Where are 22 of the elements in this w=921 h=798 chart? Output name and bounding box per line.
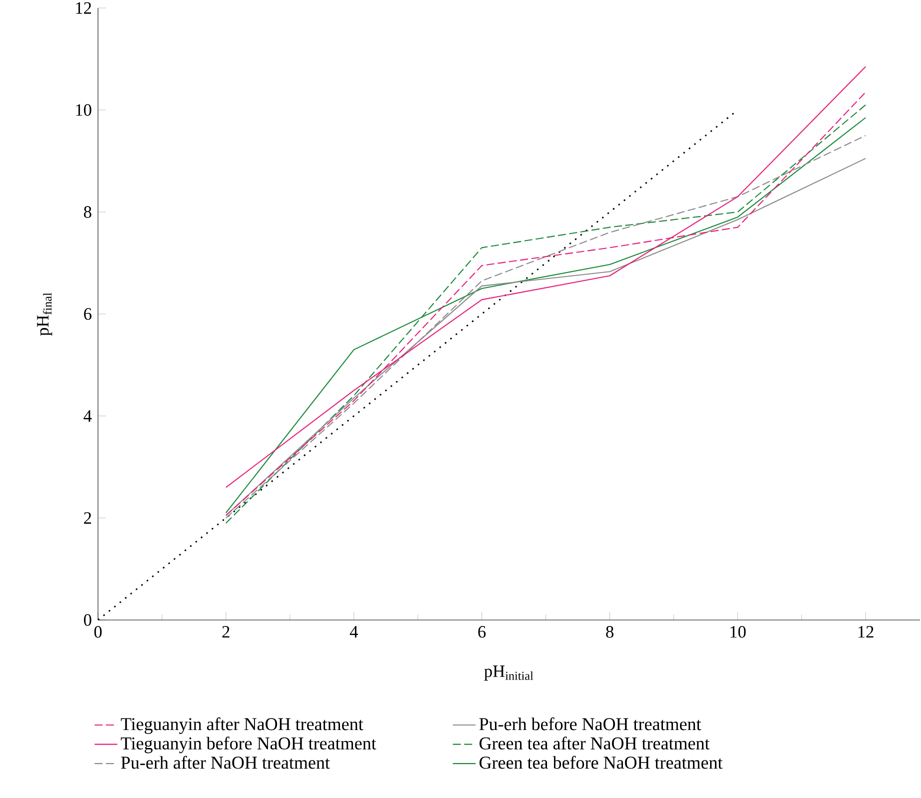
x-tick-label: 12 — [858, 626, 874, 638]
y-tick-label: 8 — [84, 206, 92, 218]
y-tick-label: 12 — [76, 2, 92, 14]
x-tick-label: 6 — [478, 626, 486, 638]
x-axis-title: pH$_{initial}$ — [484, 666, 534, 681]
x-tick-label: 2 — [222, 626, 230, 638]
x-tick-label: 4 — [350, 626, 358, 638]
y-axis-title: pH$_{final}$ — [37, 292, 52, 336]
x-tick-label: 10 — [730, 626, 746, 638]
y-tick-label: 6 — [84, 308, 92, 320]
legend-label: Pu-erh after NaOH treatment — [121, 756, 330, 769]
legend-label: Pu-erh before NaOH treatment — [479, 717, 702, 730]
y-tick-label: 10 — [76, 104, 92, 116]
y-tick-label: 2 — [84, 512, 92, 524]
legend-label: Green tea after NaOH treatment — [480, 736, 710, 750]
legend-label: Tieguanyin before NaOH treatment — [120, 736, 376, 754]
legend-label: Tieguanyin after NaOH treatment — [120, 717, 364, 734]
legend-label: Green tea before NaOH treatment — [480, 756, 723, 769]
y-tick-label: 0 — [84, 614, 92, 626]
x-tick-label: 0 — [94, 626, 102, 638]
x-tick-label: 8 — [606, 626, 614, 638]
y-tick-label: 4 — [84, 410, 92, 422]
